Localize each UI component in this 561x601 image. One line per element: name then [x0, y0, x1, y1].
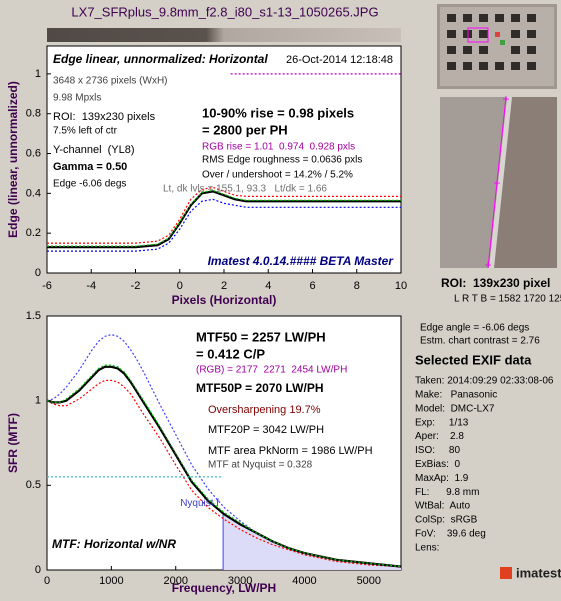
x-tick-label: 2000 — [163, 575, 187, 587]
plot-content — [47, 334, 401, 570]
edge-angle: Edge angle = -6.06 degs — [420, 323, 529, 334]
x-tick-label: -2 — [131, 280, 141, 292]
x-tick-label: 3000 — [228, 575, 252, 587]
x-axis-label: Frequency, LW/PH — [172, 581, 276, 595]
svg-text:+: + — [484, 258, 491, 272]
exif-line: ColSp: sRGB — [415, 515, 478, 526]
x-axis-label: Pixels (Horizontal) — [172, 293, 277, 307]
x-tick-label: 0 — [44, 575, 50, 587]
y-tick-label: 0.5 — [26, 479, 41, 491]
exif-title: Selected EXIF data — [415, 352, 532, 367]
y-tick-label: 0.4 — [26, 187, 41, 199]
annotation: 10-90% rise = 0.98 pixels — [202, 105, 354, 120]
exif-line: WtBal: Auto — [415, 501, 470, 512]
exif-line: ISO: 80 — [415, 445, 460, 456]
svg-text:+: + — [502, 92, 509, 106]
x-tick-label: 0 — [177, 280, 183, 292]
exif-line: FL: 9.8 mm — [415, 487, 479, 498]
series-line — [47, 186, 401, 244]
annotation: Y-channel (YL8) — [53, 144, 135, 156]
roi-image: + + + — [440, 92, 557, 272]
plot-title: MTF: Horizontal w/NR — [52, 537, 176, 551]
window-title: LX7_SFRplus_9.8mm_f2.8_i80_s1-13_1050265… — [71, 4, 378, 19]
y-tick-label: 1.5 — [26, 310, 41, 322]
x-tick-label: -6 — [42, 280, 52, 292]
x-tick-label: 6 — [309, 280, 315, 292]
x-tick-label: 2 — [221, 280, 227, 292]
annotation: MTF50P = 2070 LW/PH — [196, 381, 324, 395]
svg-text:+: + — [493, 176, 500, 190]
y-tick-label: 1 — [35, 68, 41, 80]
y-tick-label: 0 — [35, 267, 41, 279]
annotation: MTF at Nyquist = 0.328 — [208, 460, 313, 471]
exif-line: Aper: 2.8 — [415, 431, 464, 442]
timestamp: 26-Oct-2014 12:18:48 — [286, 54, 393, 66]
x-tick-label: -4 — [86, 280, 96, 292]
plot-content — [47, 73, 401, 252]
chart-thumbnail — [437, 4, 557, 89]
y-axis-label: SFR (MTF) — [6, 413, 20, 473]
x-tick-label: 4000 — [292, 575, 316, 587]
exif-line: Make: Panasonic — [415, 390, 497, 401]
plot-area — [46, 45, 402, 274]
annotation: Over / undershoot = 14.2% / 5.2% — [202, 170, 353, 181]
exif-line: Model: DMC-LX7 — [415, 403, 495, 414]
annotation: Gamma = 0.50 — [53, 161, 127, 173]
annotation: Imatest 4.0.14.#### BETA Master — [208, 254, 395, 268]
plot-title: Edge linear, unnormalized: Horizontal — [53, 52, 268, 66]
annotation: RGB rise = 1.01 0.974 0.928 pxls — [202, 142, 355, 153]
annotation: (RGB) = 2177 2271 2454 LW/PH — [196, 365, 347, 376]
logo-icon — [500, 567, 512, 579]
series-line — [47, 364, 401, 568]
annotation: 3648 x 2736 pixels (WxH) — [53, 76, 168, 87]
roi-size: ROI: 139x230 pixel — [441, 276, 550, 290]
x-tick-label: 4 — [265, 280, 271, 292]
series-line — [47, 379, 401, 568]
chart-contrast: Estm. chart contrast = 2.76 — [420, 336, 540, 347]
y-tick-label: 1 — [35, 395, 41, 407]
y-tick-label: 0 — [35, 564, 41, 576]
annotation: RMS Edge roughness = 0.0636 pxls — [202, 155, 362, 166]
annotation: = 0.412 C/P — [196, 346, 265, 361]
y-tick-label: 0.2 — [26, 227, 41, 239]
x-tick-label: 1000 — [99, 575, 123, 587]
series-line — [47, 190, 401, 249]
exif-line: Lens: — [415, 542, 439, 553]
x-tick-label: 8 — [354, 280, 360, 292]
exif-line: Exp: 1/13 — [415, 417, 469, 428]
exif-line: ExBias: 0 — [415, 459, 460, 470]
annotation: Edge -6.06 degs — [53, 179, 126, 190]
nyquist-area — [223, 513, 401, 570]
x-tick-label: 5000 — [357, 575, 381, 587]
annotation: = 2800 per PH — [202, 122, 288, 137]
annotation: Lt, dk lvls = 155.1, 93.3 Lt/dk = 1.66 — [163, 184, 327, 195]
annotation: MTF20P = 3042 LW/PH — [208, 424, 324, 436]
nyquist-label: Nyquist f — [180, 498, 219, 509]
series-line — [47, 189, 401, 247]
y-axis-label: Edge (linear, unnormalized) — [6, 81, 20, 238]
y-tick-label: 0.8 — [26, 108, 41, 120]
exif-line: FoV: 39.6 deg — [415, 529, 486, 540]
edge-strip — [47, 28, 401, 42]
annotation: MTF area PkNorm = 1986 LW/PH — [208, 445, 373, 457]
x-tick-label: 10 — [395, 280, 407, 292]
annotation: 7.5% left of ctr — [53, 126, 118, 137]
annotation: ROI: 139x230 pixels — [53, 111, 156, 123]
exif-line: Taken: 2014:09:29 02:33:08-06 — [415, 376, 554, 387]
series-line — [47, 198, 401, 252]
roi-lrtb: L R T B = 1582 1720 1254 — [454, 294, 561, 305]
annotation: 9.98 Mpxls — [53, 93, 101, 104]
exif-line: MaxAp: 1.9 — [415, 473, 469, 484]
annotation: Oversharpening 19.7% — [208, 404, 321, 416]
y-tick-label: 0.6 — [26, 147, 41, 159]
annotation: MTF50 = 2257 LW/PH — [196, 329, 326, 344]
logo: imatest — [516, 565, 561, 580]
